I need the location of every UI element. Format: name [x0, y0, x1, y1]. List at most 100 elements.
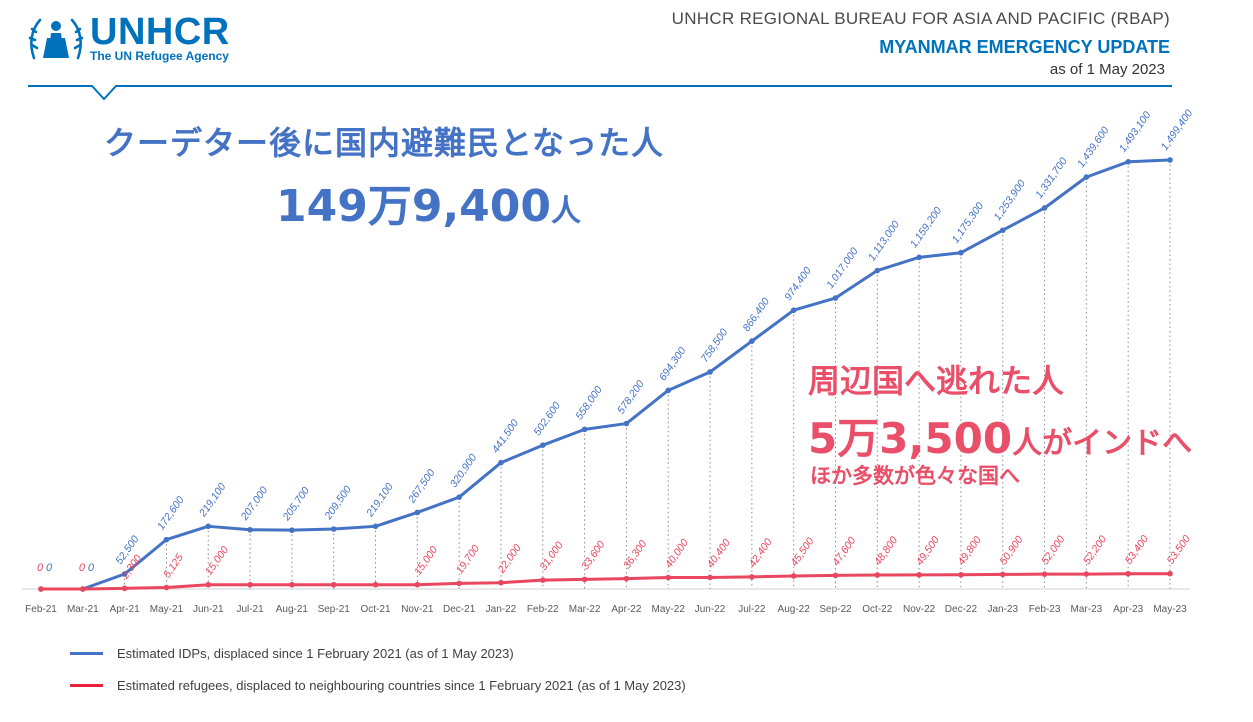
idp-headline-unit: 人 — [551, 194, 582, 229]
idp-headline-number: 149万9,400人 — [276, 170, 581, 234]
refugee-data-point — [832, 572, 839, 579]
refugee-data-label: 22,000 — [495, 542, 524, 576]
idp-data-label: 1,493,100 — [1117, 109, 1154, 154]
refugee-headline-number: 5万3,500人がインドへ — [808, 405, 1192, 466]
idp-data-point — [205, 523, 212, 530]
idp-data-point — [121, 571, 128, 577]
idp-headline-title: クーデター後に国内避難民となった人 — [104, 124, 665, 162]
idp-data-point — [414, 509, 421, 516]
header-divider — [28, 85, 1172, 101]
idp-data-label: 441,500 — [490, 417, 522, 455]
report-title: MYANMAR EMERGENCY UPDATE — [879, 37, 1170, 57]
refugee-data-point — [790, 573, 797, 579]
refugee-data-point — [414, 581, 421, 588]
idp-data-point — [790, 307, 797, 314]
idp-data-point — [958, 249, 964, 256]
refugee-data-point — [665, 574, 672, 581]
refugee-data-point — [874, 572, 881, 578]
unhcr-emblem-icon — [28, 18, 84, 60]
x-tick-label: Nov-21 — [401, 604, 434, 615]
idp-data-label: 1,253,900 — [991, 178, 1028, 223]
x-tick-label: Dec-22 — [945, 604, 978, 615]
idp-data-point — [749, 338, 755, 344]
refugee-data-point — [539, 577, 546, 583]
logo-subtitle: The UN Refugee Agency — [90, 49, 229, 63]
refugee-data-point — [372, 581, 379, 588]
x-tick-label: Jan-23 — [987, 604, 1018, 615]
x-tick-label: Sep-21 — [318, 604, 351, 615]
refugee-data-point — [247, 581, 253, 588]
x-tick-label: Feb-23 — [1029, 604, 1061, 615]
refugee-data-label: 19,700 — [454, 543, 482, 576]
x-tick-label: Jul-21 — [236, 604, 264, 615]
x-tick-label: Sep-22 — [819, 604, 852, 615]
idp-data-point — [372, 523, 379, 530]
x-tick-label: Mar-22 — [569, 604, 601, 615]
refugee-data-point — [1041, 571, 1048, 577]
idp-data-point — [623, 420, 630, 427]
unhcr-logo: UNHCR The UN Refugee Agency — [28, 13, 230, 64]
idp-data-label: 502,600 — [531, 400, 563, 438]
x-tick-label: Jul-22 — [738, 604, 766, 615]
refugee-headline-title: 周辺国へ逃れた人 — [808, 362, 1065, 400]
idp-data-label: 207,000 — [238, 484, 270, 523]
refugee-data-label: 45,500 — [788, 535, 816, 568]
idp-data-label: 205,700 — [280, 485, 312, 524]
refugee-data-point — [1125, 570, 1131, 577]
refugee-data-label: 33,600 — [579, 539, 607, 572]
refugee-data-label: 53,400 — [1123, 533, 1151, 566]
idp-data-label: 1,439,600 — [1075, 125, 1112, 170]
idp-data-label: 172,600 — [155, 494, 187, 532]
refugee-data-point — [205, 581, 212, 588]
x-tick-label: Dec-21 — [443, 604, 476, 615]
refugee-data-label: 15,000 — [203, 544, 231, 577]
x-tick-label: Feb-22 — [527, 604, 559, 615]
idp-data-point — [330, 526, 337, 532]
refugee-data-label: 42,400 — [746, 536, 774, 569]
refugee-data-label: 36,300 — [621, 538, 649, 571]
idp-data-label: 0 — [88, 562, 95, 574]
idp-data-label: 558,000 — [573, 384, 605, 422]
idp-headline-value: 149万9,400 — [276, 181, 552, 232]
x-tick-label: May-21 — [150, 604, 184, 615]
refugee-data-point — [80, 586, 86, 592]
idp-data-point — [163, 536, 170, 543]
idp-data-point — [1083, 174, 1090, 180]
legend-label-idp: Estimated IDPs, displaced since 1 Februa… — [117, 646, 514, 661]
x-tick-label: Jan-22 — [486, 604, 517, 615]
idp-data-label: 209,500 — [322, 484, 354, 523]
legend-item-refugees: Estimated refugees, displaced to neighbo… — [70, 678, 686, 693]
refugee-data-point — [623, 575, 630, 582]
idp-data-label: 974,400 — [782, 265, 814, 303]
idp-data-point — [1167, 157, 1173, 163]
idp-data-label: 0 — [46, 562, 53, 574]
refugee-data-label: 47,600 — [830, 535, 858, 568]
idp-data-point — [581, 426, 588, 433]
refugee-headline-value: 5万3,500 — [808, 414, 1013, 463]
legend-swatch-idp — [70, 652, 103, 655]
refugee-data-label: 0 — [79, 562, 86, 574]
x-tick-label: Aug-22 — [778, 604, 811, 615]
idp-data-label: 267,500 — [405, 467, 437, 506]
refugee-data-point — [1083, 571, 1090, 577]
idp-data-point — [456, 494, 462, 500]
idp-data-point — [498, 459, 504, 466]
idp-data-point — [874, 267, 881, 274]
legend-swatch-refugees — [70, 684, 103, 687]
refugee-data-label: 0 — [37, 562, 44, 574]
refugee-headline-sub: ほか多数が色々な国へ — [810, 464, 1020, 488]
refugee-data-point — [999, 571, 1006, 578]
refugee-data-label: 49,800 — [956, 534, 984, 567]
idp-data-point — [707, 369, 713, 375]
refugee-data-point — [121, 585, 128, 592]
idp-data-point — [289, 527, 295, 533]
idp-data-label: 1,113,000 — [866, 219, 902, 264]
refugee-data-point — [38, 586, 44, 592]
bureau-title: UNHCR REGIONAL BUREAU FOR ASIA AND PACIF… — [671, 9, 1170, 28]
refugee-data-label: 52,200 — [1081, 533, 1109, 566]
idp-data-label: 694,300 — [657, 345, 689, 383]
refugee-data-label: 15,000 — [412, 544, 440, 577]
idp-data-label: 219,100 — [196, 481, 228, 520]
report-date: as of 1 May 2023 — [1049, 61, 1165, 78]
